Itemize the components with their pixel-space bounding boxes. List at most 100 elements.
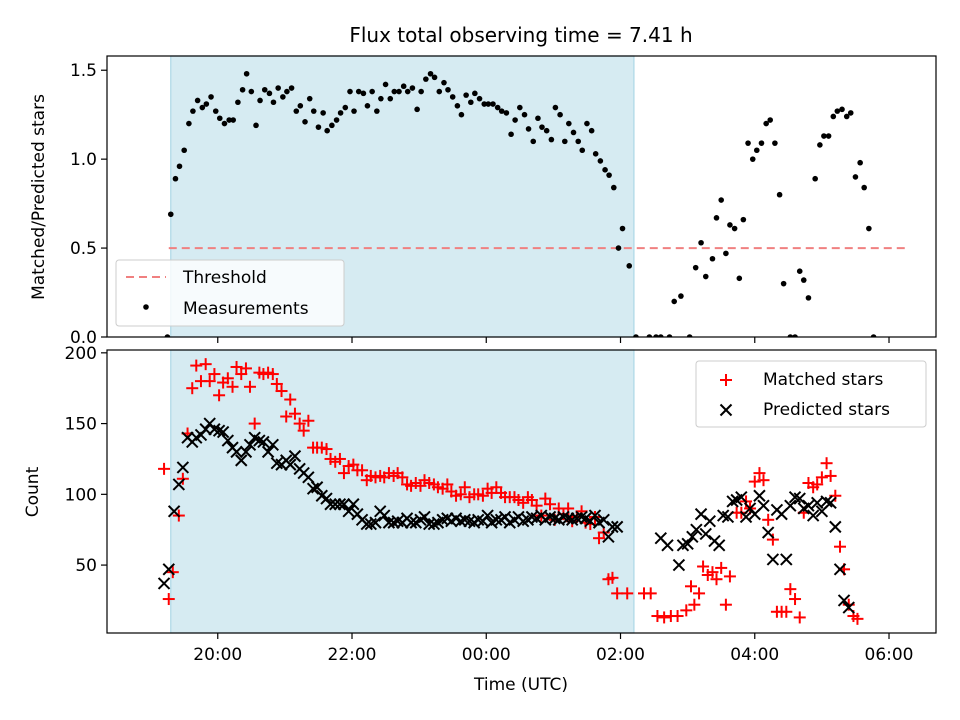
measurement-point — [698, 239, 704, 246]
predicted-star-point — [427, 517, 441, 531]
measurement-point — [490, 101, 496, 107]
measurement-point — [333, 117, 340, 123]
matched-star-point — [248, 417, 261, 430]
measurement-point — [718, 197, 724, 203]
measurement-point — [418, 88, 424, 95]
measurement-point — [606, 172, 612, 178]
predicted-star-point — [342, 505, 355, 518]
measurement-point — [812, 175, 818, 182]
x-tick-label: 02:00 — [596, 645, 645, 665]
measurement-point — [498, 108, 505, 114]
measurement-point — [288, 85, 295, 91]
legend-predicted-label: Predicted stars — [763, 400, 890, 420]
measurement-point — [391, 88, 398, 95]
predicted-star-point — [766, 553, 780, 566]
measurement-point — [745, 140, 751, 146]
matched-star-point — [688, 598, 701, 611]
measurement-point — [181, 147, 187, 154]
matched-star-point — [396, 471, 409, 484]
matched-star-point — [337, 467, 350, 480]
measurement-point — [503, 110, 510, 116]
matched-star-point — [288, 407, 301, 420]
y-tick-label: 0.5 — [70, 239, 97, 259]
measurement-point — [763, 120, 769, 127]
measurement-point — [449, 94, 456, 100]
matched-star-point — [476, 489, 489, 502]
predicted-star-point — [761, 526, 775, 539]
measurement-point — [485, 101, 492, 107]
measurement-point — [852, 174, 859, 180]
predicted-star-point — [757, 499, 770, 512]
measurement-point — [588, 127, 595, 134]
predicted-star-point — [216, 425, 230, 439]
predicted-star-point — [780, 553, 793, 566]
measurement-point — [275, 85, 281, 91]
predicted-star-point — [162, 563, 175, 576]
predicted-star-point — [239, 445, 253, 459]
predicted-star-point — [610, 520, 624, 534]
matched-star-point — [266, 368, 279, 381]
matched-star-point — [706, 566, 719, 579]
measurement-point — [843, 113, 850, 120]
measurement-point — [857, 159, 863, 166]
measurement-point — [740, 216, 747, 223]
matched-star-point — [544, 498, 557, 511]
matched-star-point — [815, 471, 828, 484]
y-tick-label: 1.0 — [70, 150, 97, 170]
measurement-point — [369, 88, 375, 95]
matched-star-point — [226, 380, 239, 393]
predicted-star-point — [672, 558, 686, 572]
predicted-star-point — [726, 495, 739, 508]
matched-star-point — [280, 410, 293, 423]
measurement-point — [686, 334, 693, 337]
x-tick-label: 06:00 — [865, 645, 914, 665]
y-tick-label: 0.0 — [70, 328, 97, 348]
predicted-star-point — [721, 510, 735, 524]
matched-star-point — [606, 571, 619, 584]
measurement-point — [208, 94, 214, 100]
measurement-point — [539, 124, 545, 130]
predicted-star-point — [686, 530, 699, 543]
measurement-point — [382, 81, 389, 88]
matched-star-point — [208, 368, 221, 381]
predicted-star-point — [575, 510, 588, 524]
measurement-point — [337, 110, 344, 116]
measurement-point — [847, 110, 854, 116]
matched-star-point — [230, 360, 243, 373]
predicted-star-point — [837, 594, 851, 607]
legend-ratio: Threshold Measurements — [115, 259, 345, 327]
matched-star-point — [203, 375, 216, 388]
observing-span-shade — [170, 349, 635, 634]
predicted-star-point — [753, 489, 766, 502]
measurement-point — [830, 113, 837, 120]
measurement-point — [427, 70, 434, 77]
matched-star-point — [766, 533, 779, 546]
predicted-star-point — [806, 509, 820, 522]
measurement-point — [423, 76, 429, 82]
measurement-point — [306, 95, 313, 102]
matched-star-point — [658, 611, 671, 624]
measurement-point — [671, 298, 678, 305]
measurement-point — [409, 85, 416, 91]
measurement-point — [525, 126, 532, 132]
predicted-star-point — [284, 458, 297, 471]
measurement-point — [472, 90, 478, 97]
matched-star-point — [748, 475, 761, 488]
x-tick-label: 04:00 — [730, 645, 779, 665]
measurement-point — [400, 83, 407, 90]
matched-star-point — [302, 414, 315, 427]
measurement-point — [557, 111, 563, 118]
measurement-point — [727, 222, 733, 228]
measurement-point — [468, 99, 474, 106]
measurement-point — [753, 147, 760, 154]
measurement-point — [239, 86, 246, 93]
matched-star-point — [243, 380, 256, 393]
measurement-point — [257, 97, 263, 104]
measurement-point — [248, 88, 255, 95]
x-tick-label: 00:00 — [462, 645, 511, 665]
measurement-point — [731, 225, 738, 232]
y-axis-label-count: Count — [23, 466, 43, 517]
predicted-star-point — [829, 520, 842, 534]
measurement-point — [167, 211, 174, 218]
